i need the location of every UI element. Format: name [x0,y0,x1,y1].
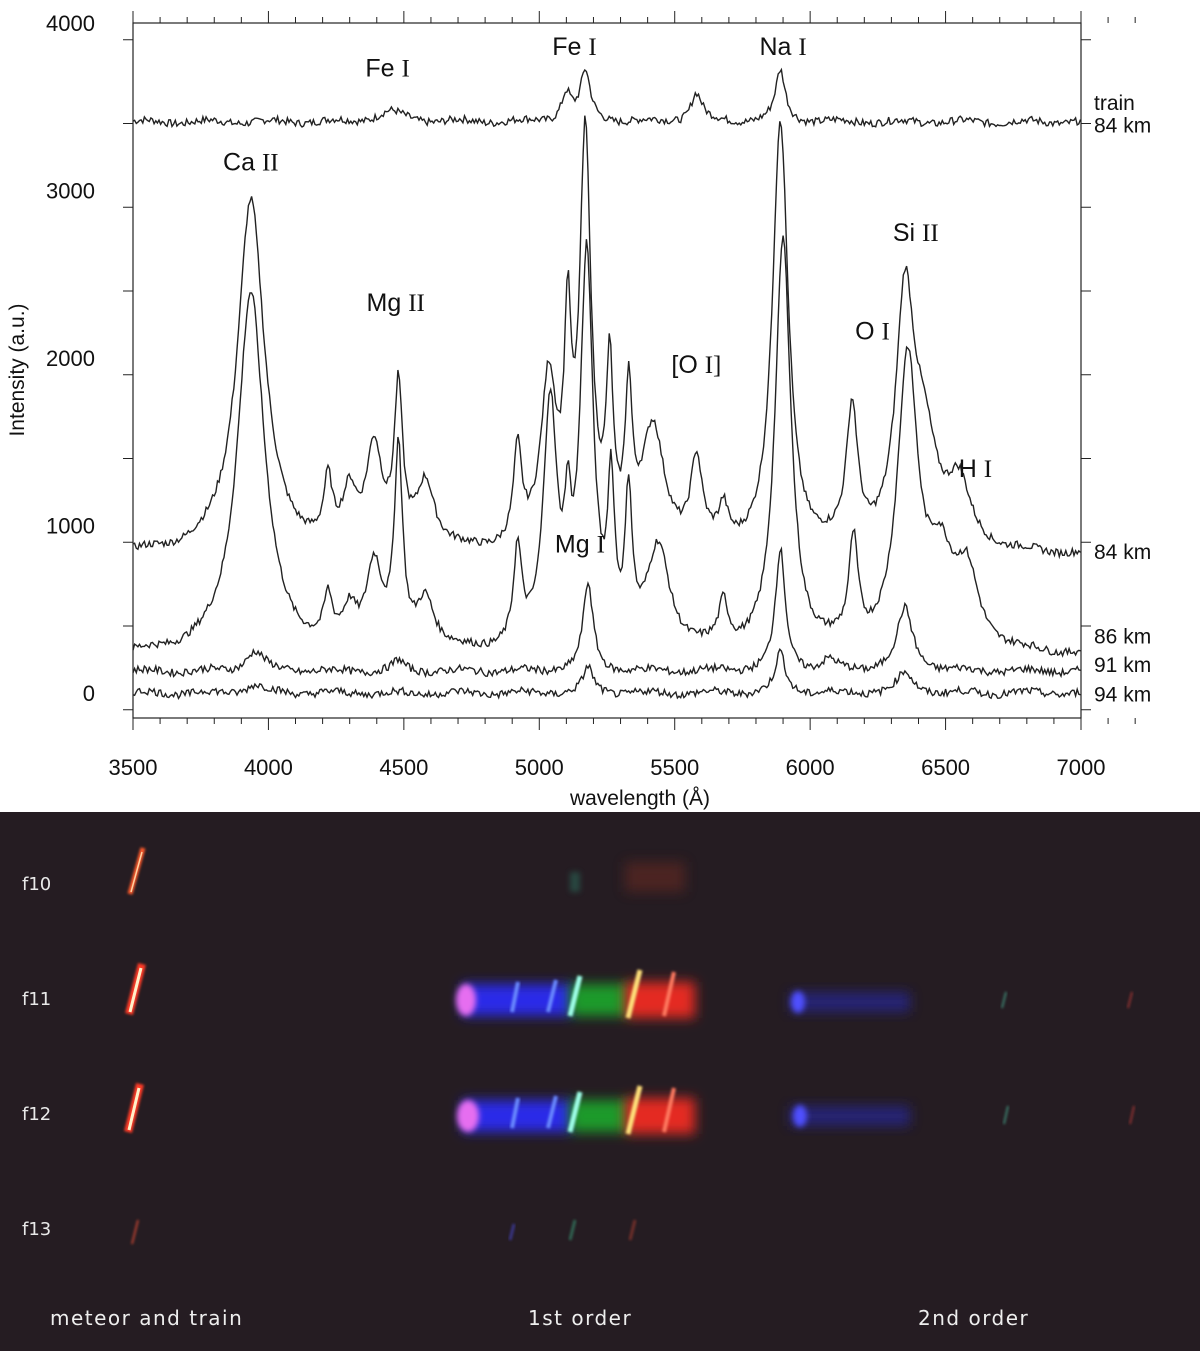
y-axis-label: Intensity (a.u.) [6,303,29,436]
photo-streaks [124,847,1135,1245]
spectrum-line [132,67,1082,129]
y-tick-label: 1000 [46,514,95,539]
second-order-spectrum-f12 [790,1105,1135,1127]
x-tick-label: 7000 [1057,755,1106,780]
frame-label-f13: f13 [22,1219,52,1240]
caption-second-order: 2nd order [918,1306,1030,1330]
x-tick-label: 5500 [650,755,699,780]
spectrum-line [132,115,1081,560]
x-tick-label: 4500 [379,755,428,780]
meteor-spectrum-photo: f10 f11 f12 f13 meteor and train 1st ord… [0,812,1200,1351]
meteor-streak-f10 [127,847,146,895]
first-order-spectrum-f13 [508,1219,637,1241]
spectrum-lines [132,67,1082,701]
series-label: 94 km [1094,683,1151,706]
meteor-streak-f13 [131,1219,139,1245]
y-tick-label: 3000 [46,179,95,204]
plot-frame [132,22,1082,719]
y-tick-label: 2000 [46,346,95,371]
line-annotation: Fe I [365,55,409,83]
line-annotation: Ca II [223,148,279,176]
caption-meteor-and-train: meteor and train [50,1306,244,1330]
series-label: 86 km [1094,626,1151,649]
y-tick-label: 4000 [46,11,95,36]
x-tick-label: 3500 [109,755,158,780]
line-annotation: Si II [893,219,939,247]
first-order-spectrum-f10 [570,862,685,892]
caption-first-order: 1st order [528,1306,633,1330]
meteor-streak-f12 [124,1083,144,1133]
x-tick-label: 6500 [921,755,970,780]
line-annotations: Ca II Fe I Mg II Fe I Na I [O I] O I Si II H I Mg… [223,33,992,558]
line-annotation: H I [959,455,992,483]
line-annotation: Fe I [552,33,596,61]
y-tick-label: 0 [83,681,95,706]
series-label: 84 km [1094,115,1151,138]
line-annotation: [O I] [671,351,721,379]
x-tick-label: 5000 [515,755,564,780]
spectrum-chart-svg: 3500 4000 4500 5000 5500 6000 6500 7000 0 1000 200… [6,11,1151,810]
line-annotation: Mg II [367,289,425,317]
line-annotation: Mg I [555,530,605,558]
frame-label-f10: f10 [22,874,52,895]
series-label: 84 km [1094,541,1151,564]
meteor-streak-f11 [125,962,146,1016]
line-annotation: Na I [759,33,806,61]
series-label: train [1094,92,1135,115]
second-order-spectrum-f11 [790,991,1133,1013]
spectrum-line [132,546,1081,679]
x-axis-label: wavelength (Å) [569,787,710,810]
first-order-spectrum-f11 [456,969,695,1019]
x-tick-label: 4000 [244,755,293,780]
line-annotation: O I [855,318,890,346]
spectrum-line [132,235,1081,658]
spectrum-chart: 3500 4000 4500 5000 5500 6000 6500 7000 0 1000 200… [6,11,1152,810]
frame-label-f12: f12 [22,1104,52,1125]
first-order-spectrum-f12 [457,1085,695,1135]
series-label: 91 km [1094,654,1151,677]
spectrum-line [132,648,1081,701]
frame-label-f11: f11 [22,989,52,1010]
axis-ticks: 3500 4000 4500 5000 5500 6000 6500 7000 0 1000 200… [46,11,1136,780]
x-tick-label: 6000 [786,755,835,780]
